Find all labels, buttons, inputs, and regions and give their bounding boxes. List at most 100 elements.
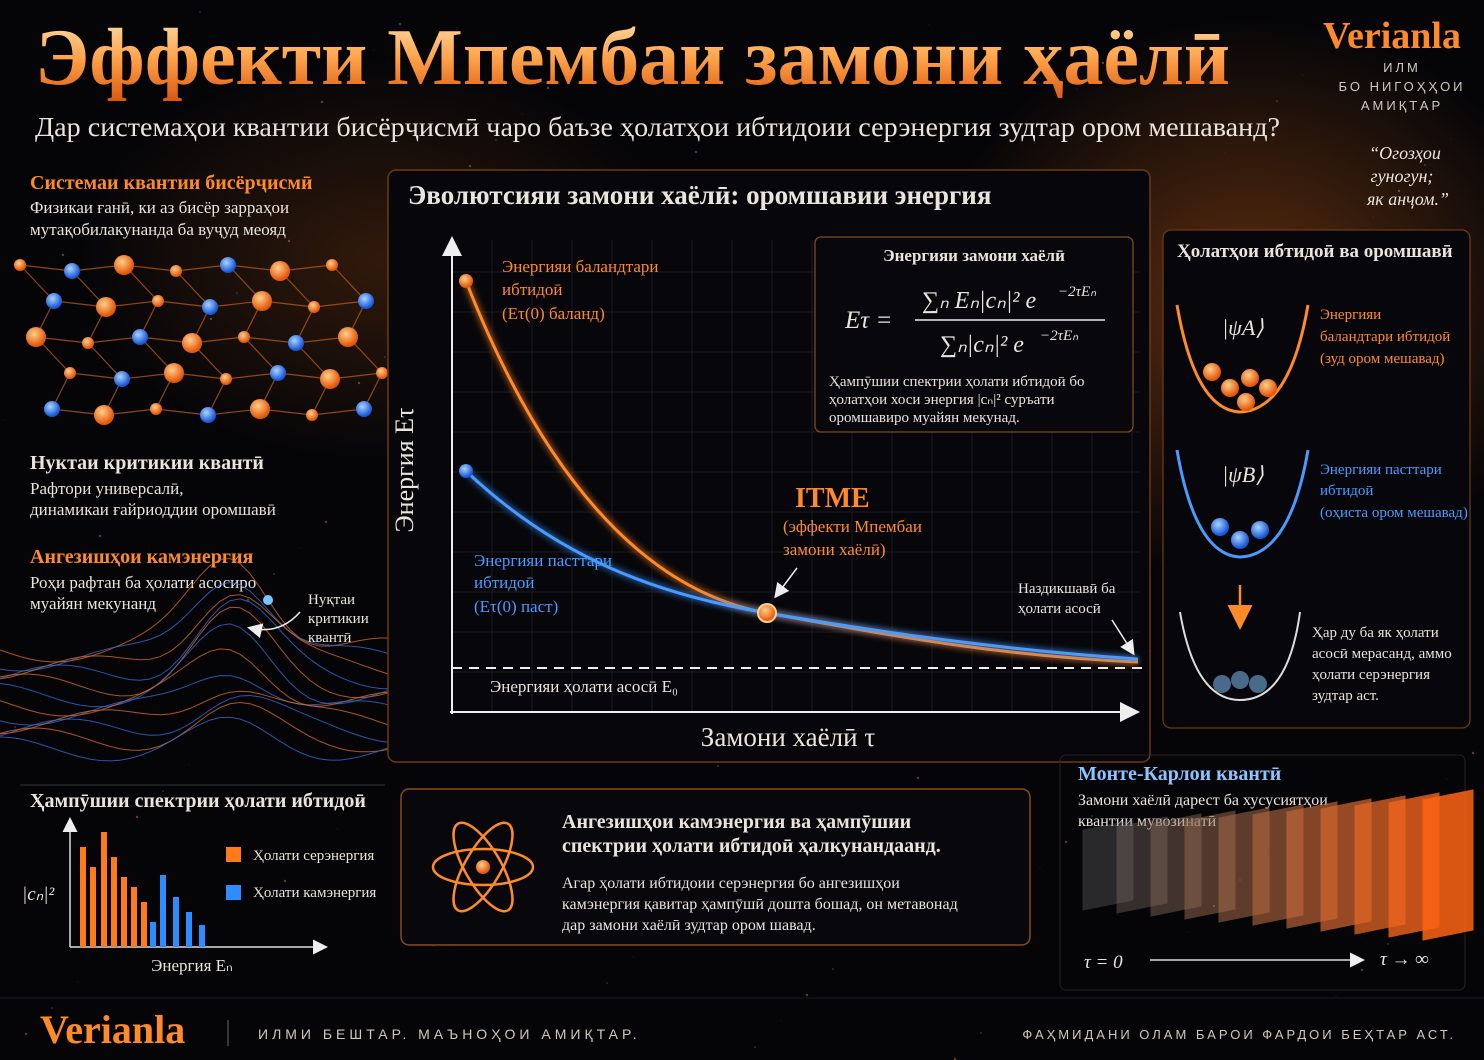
- star: [151, 483, 153, 485]
- spectrum-title: Ҳампӯшии спектрии ҳолати ибтидоӣ: [30, 790, 366, 812]
- star: [1187, 931, 1189, 933]
- footer-text: ФАҲМИДАНИ ОЛАМ БАРОИ ФАРДОИ БЕҲТАР АСТ.: [1022, 1027, 1456, 1042]
- star: [14, 726, 16, 728]
- star: [1397, 189, 1401, 193]
- star: [283, 879, 287, 883]
- star: [3, 419, 5, 421]
- particle: [320, 369, 340, 389]
- star: [495, 139, 497, 141]
- particle: [150, 403, 162, 415]
- star: [135, 815, 139, 819]
- star: [1302, 74, 1304, 76]
- star: [398, 22, 402, 26]
- star: [606, 982, 608, 984]
- star: [199, 11, 201, 13]
- particle: [46, 293, 62, 309]
- lattice: [14, 255, 388, 425]
- tagline: ИЛМ: [1383, 60, 1421, 75]
- bond: [157, 300, 211, 308]
- spectrum-bar: [80, 847, 86, 947]
- star: [546, 86, 550, 90]
- star: [1387, 943, 1389, 945]
- state-text: Энергияи пасттари: [1320, 462, 1442, 478]
- particle: [1251, 521, 1269, 539]
- curve-label: Энергияи пасттари: [474, 551, 612, 570]
- star: [953, 1057, 957, 1060]
- start-point: [459, 464, 473, 478]
- section-text: мутақобилакунанда ба вуҷуд меояд: [30, 220, 286, 239]
- insight-text: Агар ҳолати ибтидоии серэнергия бо ангез…: [562, 875, 900, 892]
- brand: Verianla: [1323, 15, 1461, 57]
- section-text: Роҳи рафтан ба ҳолати асосиро: [30, 573, 256, 592]
- formula-denominator: ∑ₙ|cₙ|² e: [940, 332, 1024, 358]
- star: [246, 598, 250, 602]
- mc-end: τ → ∞: [1380, 949, 1429, 970]
- star: [98, 534, 102, 538]
- star: [336, 828, 338, 830]
- approach-label: Наздикшавӣ ба: [1018, 581, 1116, 597]
- legend-label: Ҳолати серэнергия: [253, 848, 374, 864]
- legend-swatch: [226, 885, 241, 900]
- particle: [306, 409, 318, 421]
- formula-numerator: ∑ₙ Eₙ|cₙ|² e: [922, 288, 1037, 314]
- particle: [220, 257, 236, 273]
- star: [805, 993, 809, 997]
- star: [51, 1007, 53, 1009]
- formula-text: ҳолатҳои хоси энергия |cₙ|² суръати: [829, 392, 1055, 408]
- star: [324, 520, 328, 524]
- mesh-line: [0, 606, 401, 699]
- spectrum-bar: [121, 877, 127, 947]
- critical-label: Нуқтаи: [308, 592, 355, 608]
- potential-well: [1175, 449, 1310, 559]
- mc-title: Монте-Карлои квантӣ: [1078, 763, 1281, 785]
- particle: [220, 373, 232, 385]
- mesh-line: [0, 690, 401, 735]
- bond: [87, 342, 123, 380]
- star: [468, 164, 472, 168]
- state-text: асосӣ мерасанд, аммо: [1312, 646, 1452, 662]
- particle: [1249, 675, 1267, 693]
- star: [916, 776, 920, 780]
- x-axis-label: Замони хаёлӣ τ: [701, 722, 876, 752]
- star: [114, 202, 116, 204]
- legend-swatch: [226, 847, 241, 862]
- itme-text: (эффекти Мпембаи: [783, 517, 922, 536]
- star: [1064, 840, 1068, 844]
- state-text: (оҳиста ором мешавад): [1320, 505, 1468, 521]
- bond: [311, 408, 365, 416]
- mesh-line: [0, 716, 401, 762]
- state-text: зудтар аст.: [1312, 688, 1379, 704]
- particle: [96, 297, 116, 317]
- curve-label: ибтидоӣ: [502, 280, 563, 299]
- particle: [1241, 369, 1259, 387]
- star: [694, 150, 698, 154]
- mesh-line: [0, 594, 401, 680]
- curve-label: (Eτ(0) баланд): [502, 304, 605, 323]
- footer-text: ИЛМИ БЕШТАР. МАЪНОҲОИ АМИҚТАР.: [258, 1026, 641, 1042]
- bond: [243, 336, 279, 374]
- star: [1276, 100, 1278, 102]
- particle: [44, 401, 60, 417]
- star: [310, 854, 312, 856]
- bond: [155, 408, 209, 416]
- section-title: Нуктаи критикии квантӣ: [30, 452, 264, 474]
- star: [88, 228, 90, 230]
- mc-start: τ = 0: [1084, 952, 1123, 973]
- star: [1076, 88, 1078, 90]
- subtitle: Дар системаҳои квантии бисёрҷисмӣ чаро б…: [35, 112, 1280, 142]
- start-point: [459, 274, 473, 288]
- particle: [1221, 379, 1239, 397]
- itme-label: ITME: [795, 483, 870, 514]
- panel-title: Эволютсияи замони хаёлӣ: оромшавии энерг…: [408, 180, 991, 210]
- particle: [1259, 379, 1277, 397]
- footer-brand: Verianla: [40, 1007, 185, 1052]
- star: [225, 1045, 227, 1047]
- star: [1450, 138, 1452, 140]
- star: [384, 356, 386, 358]
- insight-box: [400, 788, 1031, 946]
- quote: як анҷом.”: [1366, 189, 1449, 209]
- spectrum-bar: [101, 832, 107, 947]
- mc-frame: [1082, 819, 1134, 911]
- approach-label: ҳолати асосӣ: [1018, 601, 1101, 617]
- particle: [94, 405, 114, 425]
